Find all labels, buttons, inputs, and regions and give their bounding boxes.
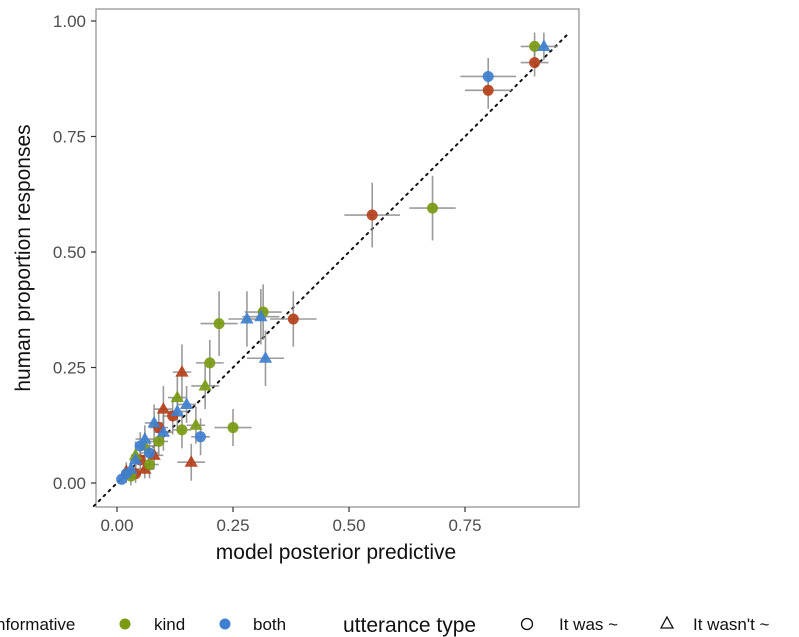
x-axis-title: model posterior predictive [216,541,456,564]
y-axis: 0.00 0.25 0.50 0.75 1.00 [53,12,96,493]
data-point-informative-circle [529,57,541,69]
data-point-both-triangle [147,415,161,428]
data-point-kind-circle [427,202,439,214]
y-tick-label: 1.00 [53,12,86,31]
data-point-informative-triangle [138,462,152,474]
y-tick-label: 0.00 [53,474,86,493]
legend-label-both: both [253,615,286,634]
data-point-kind-circle [143,459,155,471]
data-point-both-circle [195,431,207,443]
y-tick-label: 0.50 [53,243,86,262]
data-point-both-circle [134,440,146,452]
legend-item-both: both [219,615,286,634]
legend-key-open-triangle-icon [659,615,675,629]
data-point-kind-circle [176,424,188,436]
x-tick-label: 0.00 [100,516,133,535]
data-point-kind-circle [213,318,225,330]
data-point-kind-triangle [198,378,212,391]
x-tick-label: 0.25 [216,516,249,535]
legend-item-informative: nformative [0,615,75,634]
data-point-both-circle [143,447,155,459]
x-axis: 0.00 0.25 0.50 0.75 [100,507,482,535]
data-point-informative-circle [366,209,378,221]
data-points [116,39,551,485]
data-point-both-circle [482,70,494,82]
data-point-informative-triangle [156,402,171,414]
data-point-informative-triangle [184,455,198,467]
legend-item-it-wasnt: It wasn't ~ [659,615,770,634]
y-tick-label: 0.75 [53,128,86,147]
data-point-both-triangle [124,462,138,474]
data-point-kind-triangle [189,418,203,430]
legend: nformative kind both utterance type It w… [0,614,770,637]
data-point-both-triangle [537,39,551,51]
data-point-kind-circle [204,357,216,369]
legend-label-informative: nformative [0,615,75,634]
y-axis-title: human proportion responses [12,124,35,391]
legend-title-utterance-type: utterance type [343,614,476,637]
data-point-informative-circle [287,313,299,325]
legend-label-kind: kind [154,615,185,634]
legend-item-kind: kind [119,615,185,634]
x-tick-label: 0.75 [448,516,481,535]
legend-label-it-was: It was ~ [559,615,618,634]
legend-key-open-circle-icon [520,617,534,631]
plot-panel [95,8,580,508]
data-point-both-triangle [128,452,143,465]
data-point-both-triangle [179,397,194,410]
legend-key-both [219,618,231,630]
legend-key-kind [119,618,131,630]
data-point-informative-triangle [175,365,189,377]
legend-item-it-was: It was ~ [520,615,618,634]
data-point-kind-circle [529,40,541,52]
x-tick-label: 0.50 [332,516,365,535]
data-point-both-circle [116,473,128,485]
data-point-both-triangle [254,309,268,322]
data-point-informative-circle [482,84,494,96]
data-point-both-triangle [240,311,254,324]
data-point-both-triangle [258,351,273,363]
legend-label-it-wasnt: It wasn't ~ [693,615,770,634]
data-point-both-triangle [170,404,184,416]
data-point-kind-triangle [170,390,184,403]
data-point-both-triangle [156,425,171,437]
data-point-kind-circle [153,435,165,447]
data-point-kind-circle [227,422,239,434]
y-tick-label: 0.25 [53,359,86,378]
